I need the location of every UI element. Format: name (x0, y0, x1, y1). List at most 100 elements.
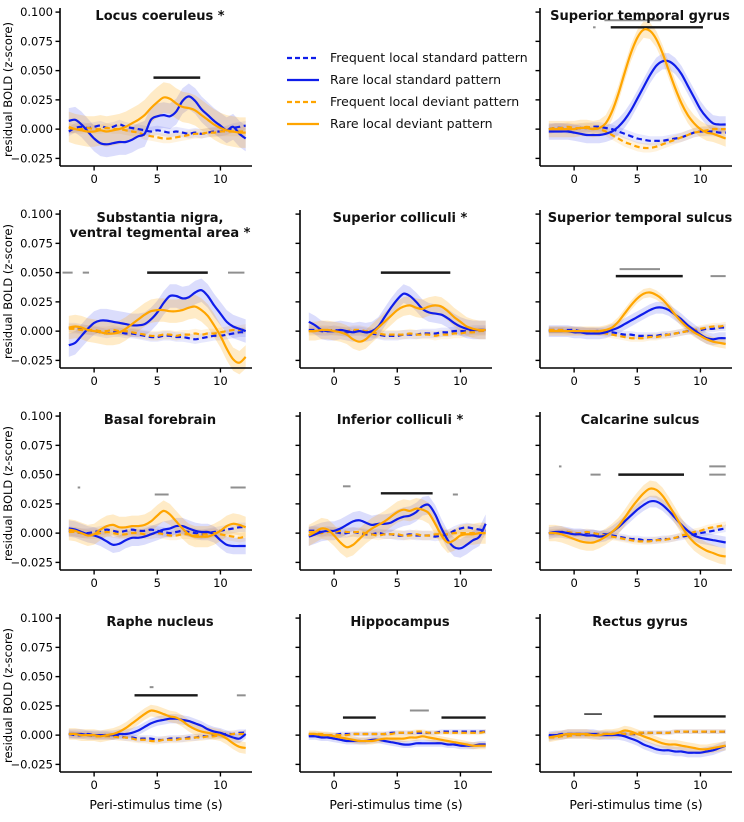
series-line-rls (68, 524, 246, 548)
x-tick-label: 5 (394, 778, 401, 792)
series-line-fls (308, 526, 486, 538)
series-lines (308, 292, 486, 343)
legend-item: Frequent local deviant pattern (286, 94, 519, 109)
y-axis-label: residual BOLD (z-score) (1, 21, 15, 157)
significance-bars (615, 268, 726, 278)
x-tick-label: 0 (90, 374, 97, 388)
line-sample-icon (287, 56, 319, 59)
subplot-hippocampus: 0 5 10 Peri-stimulus time (s) Hippocampus (256, 610, 496, 822)
x-axis-label: Peri-stimulus time (s) (89, 797, 222, 812)
series-lines (548, 487, 726, 558)
y-tick-label: 0.075 (20, 236, 53, 250)
axes: 0.100 0.075 0.050 0.025 0.000 −0.025 0 5 10 (10, 5, 252, 186)
subplot-locus-coeruleus: 0.100 0.075 0.050 0.025 0.000 −0.025 0 5 10 Locus… (10, 4, 256, 198)
x-tick-label: 5 (154, 778, 161, 792)
series-line-rld (308, 304, 486, 343)
subplot-raphe-nucleus: 0.100 0.075 0.050 0.025 0.000 −0.025 0 5 10 Peri-… (10, 610, 256, 822)
y-tick-label: 0.050 (20, 670, 53, 684)
series-line-rls (308, 292, 486, 334)
x-tick-label: 0 (570, 172, 577, 186)
series-lines (68, 95, 247, 146)
error-bands (308, 284, 486, 351)
series-line-rld (308, 732, 486, 747)
subplot-title: Substantia nigra,ventral tegmental area … (70, 211, 251, 241)
series-line-rld (68, 96, 246, 134)
subplot-canvas: 0.100 0.075 0.050 0.025 0.000 −0.025 0 5 10 Subst… (10, 207, 252, 388)
subplot-canvas: 0 5 10 Peri-stimulus time (s) Rectus gyrus (535, 614, 732, 812)
x-tick-label: 5 (394, 374, 401, 388)
y-tick-label: 0.000 (20, 728, 53, 742)
series-line-rls (308, 503, 487, 550)
figure-row-2: residual BOLD (z-score) 0.100 0.075 0.050 0… (0, 206, 744, 400)
series-line-rls (308, 735, 486, 747)
x-tick-label: 0 (330, 778, 337, 792)
x-tick-label: 10 (453, 576, 468, 590)
axes: 0 5 10 (535, 210, 732, 388)
x-axis-label: Peri-stimulus time (s) (569, 797, 702, 812)
line-sample-icon (287, 122, 319, 125)
x-tick-label: 10 (213, 778, 228, 792)
series-line-fld (308, 529, 486, 537)
legend-label: Frequent local deviant pattern (330, 94, 520, 109)
significance-bars (134, 686, 246, 697)
x-tick-label: 5 (154, 172, 161, 186)
y-axis-label-wrap: residual BOLD (z-score) (0, 408, 16, 578)
svg-text:Hippocampus: Hippocampus (350, 615, 449, 630)
y-axis-label: residual BOLD (z-score) (1, 425, 15, 561)
subplot-substantia-nigra-vta: 0.100 0.075 0.050 0.025 0.000 −0.025 0 5 10 Subst… (10, 206, 256, 400)
subplot-superior-colliculi: 0 5 10 Superior colliculi * (256, 206, 496, 400)
line-sample-icon (287, 78, 319, 81)
series-lines (68, 509, 247, 548)
subplot-title: Inferior colliculi * (337, 413, 464, 428)
legend-item: Frequent local standard pattern (286, 50, 528, 65)
subplot-title: Rectus gyrus (592, 615, 688, 630)
significance-bars (342, 485, 458, 496)
figure-row-4: residual BOLD (z-score) 0.100 0.075 0.050 0… (0, 610, 744, 822)
x-tick-label: 10 (693, 374, 708, 388)
series-lines (68, 709, 247, 750)
y-tick-label: −0.025 (10, 353, 53, 367)
x-tick-label: 5 (154, 374, 161, 388)
figure-row-3: residual BOLD (z-score) 0.100 0.075 0.050 0… (0, 408, 744, 602)
svg-text:Superior temporal gyrus: Superior temporal gyrus (550, 9, 730, 24)
x-tick-label: 10 (213, 374, 228, 388)
legend-label: Rare local deviant pattern (330, 116, 493, 131)
y-tick-label: 0.050 (20, 64, 53, 78)
y-tick-label: 0.075 (20, 640, 53, 654)
y-tick-label: −0.025 (10, 757, 53, 771)
series-lines (548, 28, 727, 150)
error-bands (548, 480, 726, 565)
x-tick-label: 0 (90, 778, 97, 792)
error-bands (308, 729, 486, 750)
series-line-rls (548, 306, 726, 341)
x-tick-label: 0 (330, 576, 337, 590)
svg-text:Superior colliculi *: Superior colliculi * (333, 211, 468, 226)
series-line-fld (308, 730, 486, 737)
significance-bars (558, 465, 726, 476)
x-tick-label: 0 (570, 374, 577, 388)
y-tick-label: 0.075 (20, 34, 53, 48)
y-axis-label-wrap: residual BOLD (z-score) (0, 610, 16, 780)
subplot-canvas: 0.100 0.075 0.050 0.025 0.000 −0.025 0 5 10 Peri-… (10, 611, 252, 812)
x-tick-label: 5 (394, 576, 401, 590)
significance-bars (77, 486, 246, 496)
y-axis-label-wrap: residual BOLD (z-score) (0, 206, 16, 376)
y-tick-label: 0.100 (20, 207, 53, 221)
y-axis-label: residual BOLD (z-score) (1, 627, 15, 763)
subplot-title: Locus coeruleus * (95, 9, 224, 24)
x-tick-label: 0 (570, 778, 577, 792)
y-tick-label: −0.025 (10, 555, 53, 569)
significance-bars (584, 713, 726, 718)
axes: 0.100 0.075 0.050 0.025 0.000 −0.025 0 5 10 Peri-… (10, 611, 252, 812)
subplot-basal-forebrain: 0.100 0.075 0.050 0.025 0.000 −0.025 0 5 10 Basal… (10, 408, 256, 602)
legend-label: Rare local standard pattern (330, 72, 502, 87)
subplot-title: Raphe nucleus (106, 615, 213, 630)
x-tick-label: 0 (90, 172, 97, 186)
axes: 0 5 10 (535, 8, 732, 186)
axes: 0 5 10 (535, 412, 732, 590)
figure-row-1: residual BOLD (z-score) 0.100 0.075 0.050 0… (0, 4, 744, 198)
subplot-canvas: 0 5 10 Calcarine sulcus (535, 412, 732, 590)
series-lines (548, 291, 726, 346)
y-tick-label: 0.025 (20, 699, 53, 713)
